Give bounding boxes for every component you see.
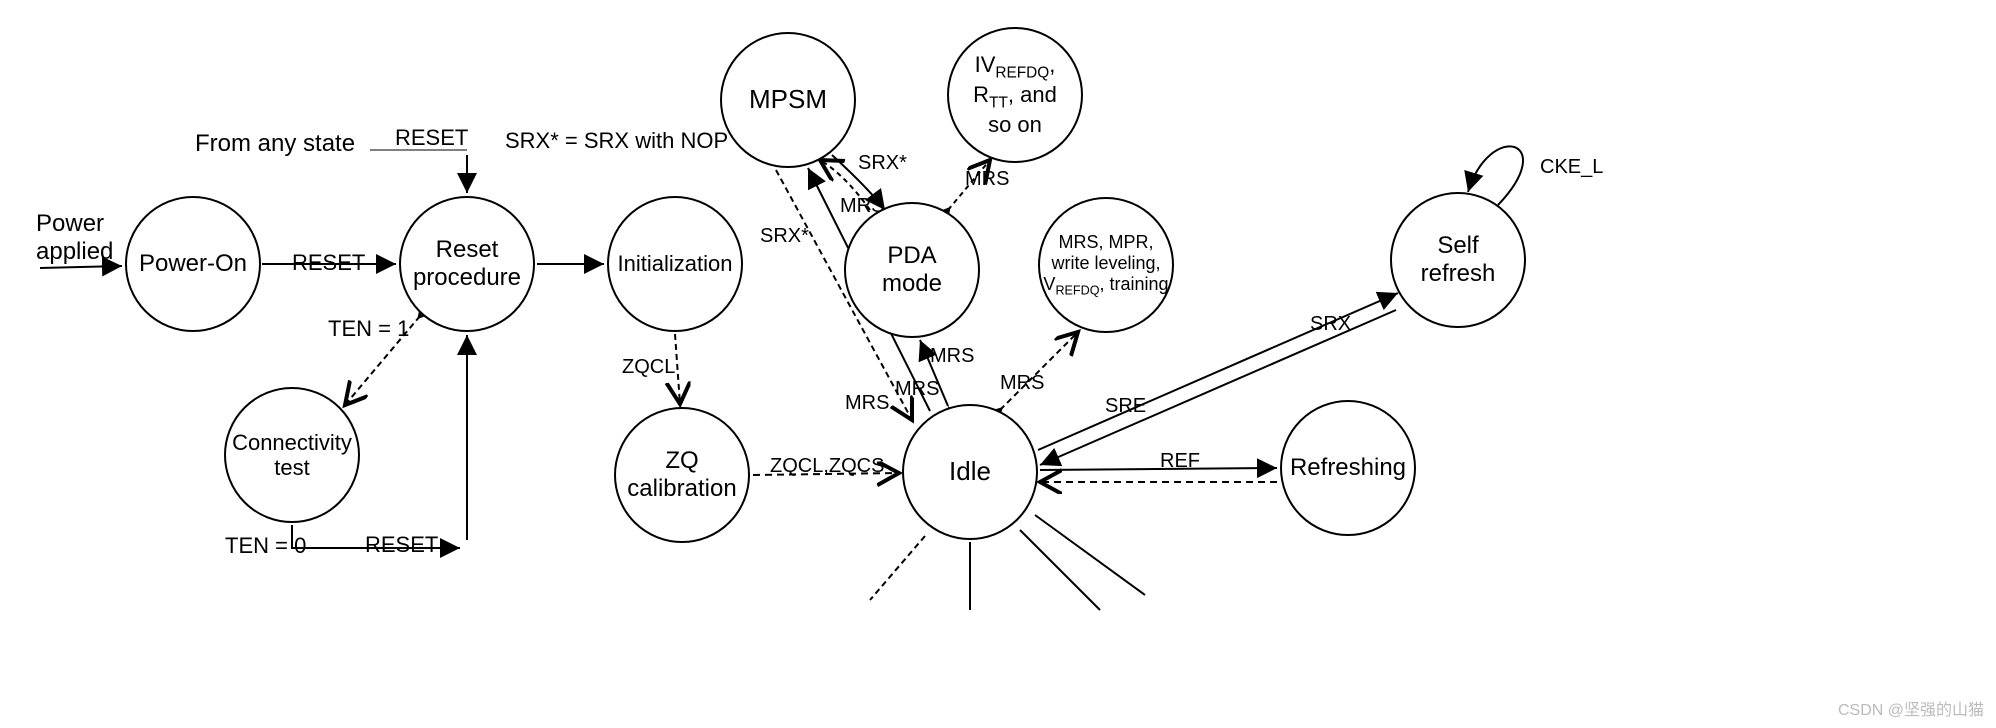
node-mrs-training: MRS, MPR,write leveling,VREFDQ, training: [1038, 197, 1174, 333]
label-zqcl-zqcs: ZQCL,ZQCS: [770, 455, 884, 478]
label-ten1: TEN = 1: [328, 316, 409, 342]
label-ten0: TEN = 0: [225, 533, 306, 559]
label-mrs-idle-mpsm: MRS: [845, 392, 889, 415]
node-label: Selfrefresh: [1421, 232, 1496, 287]
node-zq-calibration: ZQcalibration: [614, 407, 750, 543]
node-label: Resetprocedure: [413, 236, 521, 291]
node-label: Power-On: [139, 250, 247, 278]
node-label: PDAmode: [882, 242, 942, 297]
label-srx-star1: SRX*: [760, 225, 809, 248]
label-power-applied: Power applied: [36, 210, 126, 266]
label-sre: SRE: [1105, 395, 1146, 418]
node-label: Connectivitytest: [232, 430, 352, 481]
node-label: MRS, MPR,write leveling,VREFDQ, training: [1043, 232, 1168, 297]
label-srx-note: SRX* = SRX with NOP: [505, 128, 728, 154]
label-srx-star2: SRX*: [858, 152, 907, 175]
node-self-refresh: Selfrefresh: [1390, 192, 1526, 328]
label-reset2: RESET: [365, 532, 438, 558]
node-label: Initialization: [618, 251, 733, 276]
label-reset-from-any: RESET: [395, 125, 468, 151]
node-connectivity-test: Connectivitytest: [224, 387, 360, 523]
label-mrs-idle-train: MRS: [1000, 372, 1044, 395]
node-iv-refdq: IVREFDQ,RTT, andso on: [947, 27, 1083, 163]
label-zqcl: ZQCL: [622, 356, 675, 379]
label-mrs-idle-pda2: MRS: [895, 378, 939, 401]
node-label: Idle: [949, 457, 991, 487]
node-reset-procedure: Resetprocedure: [399, 196, 535, 332]
label-reset1: RESET: [292, 250, 365, 276]
node-power-on: Power-On: [125, 196, 261, 332]
label-srx: SRX: [1310, 313, 1351, 336]
label-mrs-mpsm-pda: MRS: [840, 195, 884, 218]
node-mpsm: MPSM: [720, 32, 856, 168]
node-label: IVREFDQ,RTT, andso on: [973, 52, 1057, 137]
label-from-any-state: From any state: [195, 130, 355, 158]
node-pda-mode: PDAmode: [844, 202, 980, 338]
label-mrs-pda-iv: MRS: [965, 168, 1009, 191]
node-label: ZQcalibration: [627, 447, 736, 502]
label-cke-l: CKE_L: [1540, 156, 1603, 179]
node-label: MPSM: [749, 85, 827, 115]
node-initialization: Initialization: [607, 196, 743, 332]
label-ref: REF: [1160, 450, 1200, 473]
node-idle: Idle: [902, 404, 1038, 540]
label-mrs-idle-pda: MRS: [930, 345, 974, 368]
node-refreshing: Refreshing: [1280, 400, 1416, 536]
node-label: Refreshing: [1290, 454, 1406, 482]
